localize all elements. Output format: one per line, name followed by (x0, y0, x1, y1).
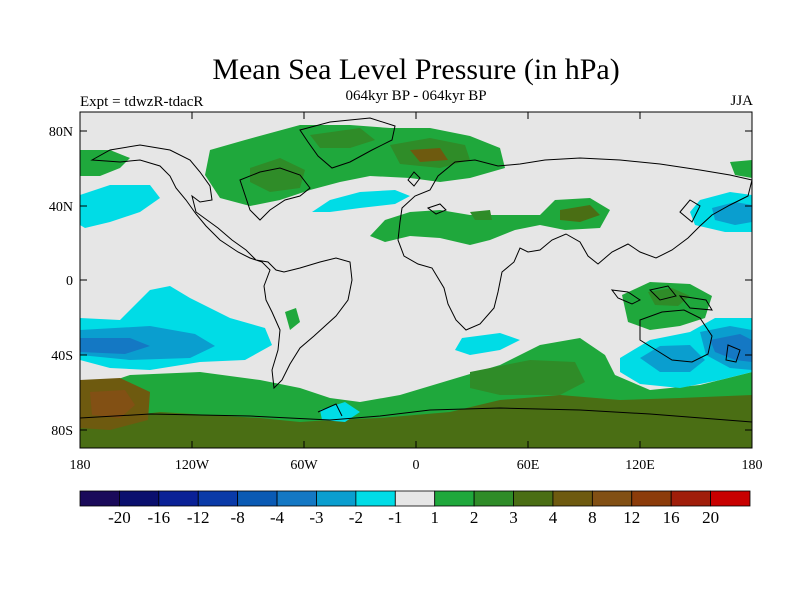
lon-label: 60E (517, 458, 540, 473)
colorbar-swatch (591, 490, 633, 507)
map-title: Mean Sea Level Pressure (in hPa) (212, 53, 620, 86)
colorbar-label: -8 (231, 508, 245, 527)
lat-tick-marks (80, 130, 752, 431)
lat-label: 0 (66, 274, 73, 289)
colorbar-label: -2 (349, 508, 363, 527)
new-guinea-coastline (678, 295, 713, 311)
experiment-label: Expt = tdwzR-tdacR (80, 94, 204, 110)
colorbar-swatch (197, 490, 239, 507)
lon-label: 120E (625, 458, 655, 473)
anomaly-negative-3 (710, 334, 752, 362)
colorbar-swatch (237, 490, 278, 507)
lat-label: 40N (49, 200, 73, 215)
anomaly-negative-1 (80, 185, 160, 228)
lon-label: 180 (70, 458, 91, 473)
british-isles-coastline (407, 171, 421, 187)
colorbar-swatch (394, 490, 436, 507)
anomaly-negative-2 (712, 202, 752, 225)
iberia-coastline (426, 203, 447, 215)
map-field (80, 112, 752, 448)
lat-tick-labels: 80N 40N 0 40S 80S (49, 125, 73, 439)
colorbar-swatch (316, 490, 357, 507)
americas-coastline (90, 144, 353, 390)
anomaly-negative-1 (455, 333, 520, 355)
colorbar-label: 16 (663, 508, 680, 527)
antarctic-peninsula-coastline (317, 403, 343, 417)
colorbar-swatch (119, 490, 160, 507)
greenland-coastline (299, 117, 396, 169)
colorbar-swatch (631, 490, 672, 507)
colorbar-swatch (670, 490, 711, 507)
lon-label: 60W (290, 458, 318, 473)
anomaly-positive-3 (310, 128, 375, 148)
japan-coastline (679, 199, 701, 223)
season-label: JJA (730, 93, 753, 109)
colorbar-label: -16 (147, 508, 170, 527)
anomaly-negative-1 (312, 190, 410, 212)
colorbar-label: 3 (509, 508, 518, 527)
anomaly-positive-8 (410, 148, 448, 162)
anomaly-positive-3 (470, 360, 585, 395)
period-label: 064kyr BP - 064kyr BP (345, 88, 487, 104)
anomaly-positive-3 (470, 210, 492, 220)
colorbar-swatch (276, 490, 317, 507)
colorbar-swatch (513, 490, 554, 507)
colorbar-label: 20 (702, 508, 719, 527)
colorbar-label: -12 (187, 508, 210, 527)
colorbar-swatch (710, 490, 751, 507)
colorbar-label: -20 (108, 508, 131, 527)
anomaly-positive-2 (80, 150, 130, 176)
colorbar-label: -4 (270, 508, 285, 527)
colorbar-swatch (355, 490, 396, 507)
antarctica-coastline (80, 407, 752, 423)
colorbar-swatch (79, 490, 120, 507)
lat-label: 40S (51, 349, 73, 364)
colorbar-label: 1 (430, 508, 439, 527)
colorbar-swatch (434, 490, 475, 507)
borneo-coastline (649, 285, 677, 301)
lat-label: 80N (49, 125, 73, 140)
anomaly-positive-12 (90, 390, 135, 418)
colorbar-label: -3 (309, 508, 323, 527)
north-america-east-coastline (239, 167, 311, 221)
colorbar-swatch (473, 490, 514, 507)
lon-tick-labels: 180 120W 60W 0 60E 120E 180 (70, 458, 763, 473)
anomaly-positive-4 (560, 205, 600, 222)
eurasia-africa-coastline (397, 157, 752, 331)
australia-coastline (639, 309, 713, 363)
colorbar-label: -1 (388, 508, 402, 527)
colorbar-label: 4 (549, 508, 558, 527)
indonesia-coastline (610, 289, 641, 305)
colorbar-swatch (552, 490, 593, 507)
colorbar-swatch (158, 490, 199, 507)
anomaly-positive-4 (80, 395, 752, 448)
anomaly-positive-2 (370, 198, 610, 245)
coastlines (80, 117, 752, 423)
anomaly-negative-2 (640, 345, 705, 372)
lon-tick-marks (79, 112, 753, 448)
lon-label: 0 (413, 458, 420, 473)
lat-label: 80S (51, 424, 73, 439)
colorbar-label: 2 (470, 508, 479, 527)
anomaly-positive-3 (648, 288, 690, 306)
anomaly-positive-2 (285, 308, 300, 330)
anomaly-positive-2 (730, 160, 752, 178)
colorbar-label: 8 (588, 508, 597, 527)
colorbar-labels: -20 -16 -12 -8 -4 -3 -2 -1 1 2 3 4 8 12 16 20 (108, 508, 719, 527)
new-zealand-coastline (725, 344, 741, 363)
anomaly-negative-3 (80, 338, 150, 354)
colorbar (79, 490, 751, 507)
anomaly-positive-3 (250, 158, 305, 192)
colorbar-label: 12 (623, 508, 640, 527)
lon-label: 120W (175, 458, 210, 473)
lon-label: 180 (742, 458, 763, 473)
